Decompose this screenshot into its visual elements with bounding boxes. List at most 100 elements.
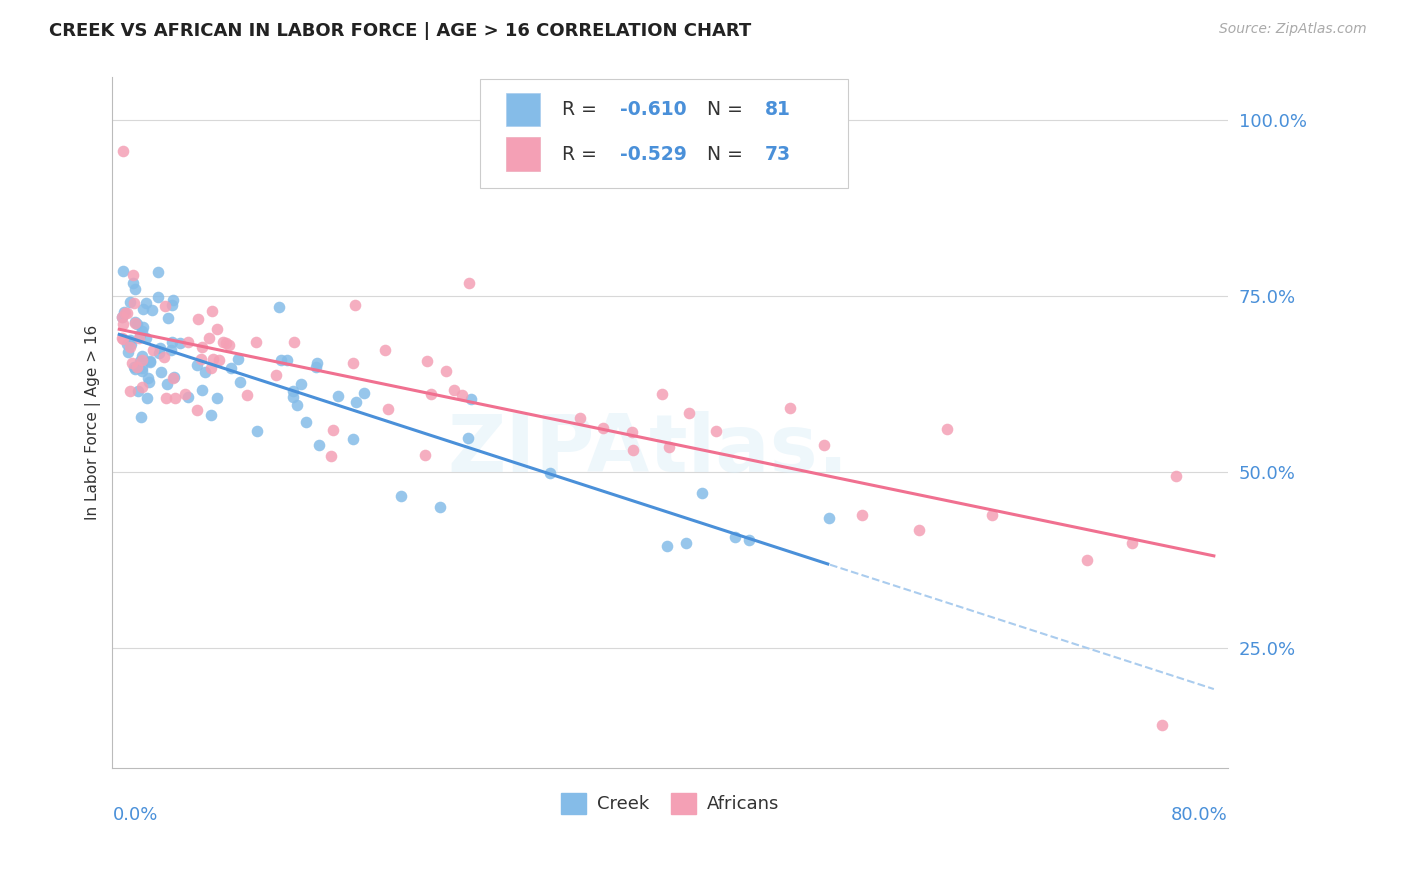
Point — [187, 312, 209, 326]
Point — [112, 145, 135, 159]
Point — [165, 391, 187, 405]
Text: N =: N = — [707, 100, 748, 119]
Point — [153, 350, 176, 364]
Point — [117, 345, 139, 359]
Point — [191, 340, 214, 354]
Text: 0.0%: 0.0% — [112, 805, 157, 823]
Point — [201, 304, 224, 318]
Point — [122, 359, 145, 374]
Point — [267, 300, 290, 314]
Point — [818, 510, 841, 524]
Point — [139, 355, 162, 369]
Point — [377, 402, 399, 417]
Point — [128, 331, 150, 345]
Point — [621, 425, 644, 439]
Point — [122, 268, 145, 282]
Point — [148, 345, 170, 359]
Point — [704, 424, 727, 438]
Point — [110, 331, 132, 345]
Point — [136, 371, 159, 385]
Text: -0.610: -0.610 — [620, 100, 686, 119]
Point — [131, 349, 153, 363]
Point — [191, 383, 214, 397]
Point — [270, 352, 292, 367]
Point — [200, 360, 222, 375]
Point — [131, 324, 153, 338]
Point — [319, 449, 342, 463]
Point — [219, 361, 242, 376]
Point — [129, 328, 152, 343]
Point — [344, 298, 367, 312]
Point — [344, 395, 367, 409]
Text: Source: ZipAtlas.com: Source: ZipAtlas.com — [1219, 22, 1367, 37]
Point — [283, 384, 305, 398]
Point — [162, 370, 184, 384]
Point — [308, 438, 330, 452]
Point — [156, 376, 179, 391]
Point — [215, 335, 238, 350]
Point — [229, 375, 252, 389]
Point — [163, 370, 186, 384]
Point — [135, 296, 157, 310]
Point — [342, 356, 364, 370]
Point — [779, 401, 801, 416]
Point — [141, 303, 163, 318]
Text: 81: 81 — [765, 100, 790, 119]
Point — [657, 539, 679, 553]
Point — [131, 360, 153, 375]
FancyBboxPatch shape — [506, 93, 540, 126]
Point — [112, 304, 135, 318]
Point — [190, 351, 212, 366]
Point — [149, 365, 172, 379]
Point — [160, 298, 183, 312]
Point — [160, 343, 183, 358]
Point — [294, 415, 316, 429]
Point — [115, 306, 138, 320]
Legend: Creek, Africans: Creek, Africans — [554, 786, 786, 821]
Point — [981, 508, 1004, 523]
Point — [112, 318, 135, 332]
Y-axis label: In Labor Force | Age > 16: In Labor Force | Age > 16 — [86, 325, 101, 520]
Point — [186, 358, 208, 372]
Point — [226, 352, 249, 367]
Point — [114, 306, 136, 320]
Point — [148, 290, 170, 304]
Point — [169, 335, 191, 350]
Text: 80.0%: 80.0% — [1171, 805, 1227, 823]
Point — [429, 500, 451, 514]
Point — [149, 341, 172, 355]
Point — [236, 388, 259, 402]
Point — [246, 424, 269, 438]
Point — [112, 264, 135, 278]
Point — [936, 422, 959, 436]
Point — [197, 331, 219, 345]
Text: R =: R = — [562, 100, 603, 119]
Point — [342, 432, 364, 446]
Point — [212, 334, 235, 349]
Point — [131, 363, 153, 377]
Point — [658, 441, 681, 455]
Point — [115, 336, 138, 351]
Point — [538, 466, 561, 480]
Text: ZIPAtlas.: ZIPAtlas. — [447, 411, 848, 489]
Point — [200, 408, 222, 422]
Point — [118, 334, 141, 348]
Text: CREEK VS AFRICAN IN LABOR FORCE | AGE > 16 CORRELATION CHART: CREEK VS AFRICAN IN LABOR FORCE | AGE > … — [49, 22, 751, 40]
Point — [157, 311, 180, 326]
Point — [125, 317, 148, 331]
Point — [121, 356, 143, 370]
Point — [443, 384, 465, 398]
Point — [621, 442, 644, 457]
Point — [124, 282, 146, 296]
Point — [678, 406, 700, 420]
Point — [651, 387, 673, 401]
Point — [155, 391, 177, 405]
Point — [264, 368, 287, 382]
Point — [568, 410, 591, 425]
Point — [413, 448, 436, 462]
Point — [283, 391, 305, 405]
Point — [374, 343, 396, 357]
Point — [177, 391, 200, 405]
Point — [160, 335, 183, 350]
Point — [111, 332, 134, 346]
